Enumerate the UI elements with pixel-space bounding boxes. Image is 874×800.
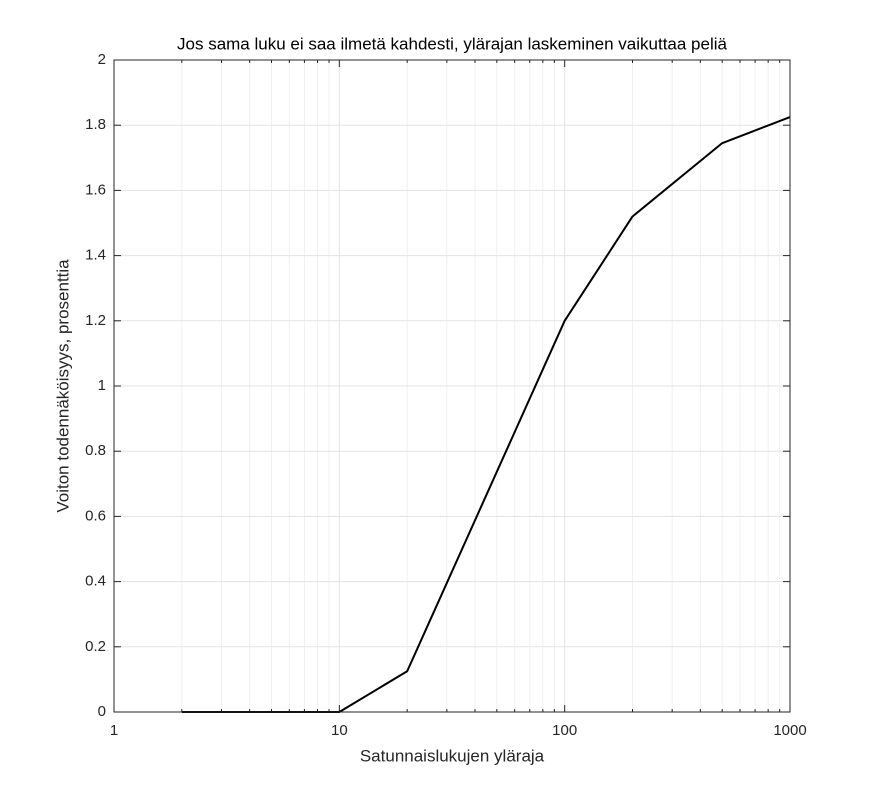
plot-frame bbox=[113, 59, 791, 713]
x-tick-label: 10 bbox=[331, 722, 348, 739]
y-tick-label: 1.8 bbox=[85, 116, 106, 133]
grid bbox=[113, 59, 791, 713]
y-tick-label: 1.2 bbox=[85, 312, 106, 329]
line bbox=[181, 116, 791, 713]
y-tick-label: 0 bbox=[98, 703, 106, 720]
plot bbox=[181, 116, 791, 713]
chart-title: Jos sama luku ei saa ilmetä kahdesti, yl… bbox=[177, 34, 727, 53]
x-axis-label: Satunnaislukujen yläraja bbox=[360, 746, 545, 765]
y-axis-label: Voiton todennäköisyys, prosenttia bbox=[53, 259, 72, 513]
y-tick-label: 1.4 bbox=[85, 247, 106, 264]
y-tick-label: 2 bbox=[98, 51, 106, 68]
x-tick-label: 100 bbox=[552, 722, 577, 739]
y-tick-label: 1.6 bbox=[85, 181, 106, 198]
x-tick-label: 1000 bbox=[773, 722, 806, 739]
y-tick-label: 0.2 bbox=[85, 638, 106, 655]
y-tick-label: 0.8 bbox=[85, 442, 106, 459]
y-tick-label: 0.6 bbox=[85, 507, 106, 524]
y-tick-label: 0.4 bbox=[85, 573, 106, 590]
x-tick-label: 1 bbox=[110, 722, 118, 739]
y-tick-label: 1 bbox=[98, 377, 106, 394]
